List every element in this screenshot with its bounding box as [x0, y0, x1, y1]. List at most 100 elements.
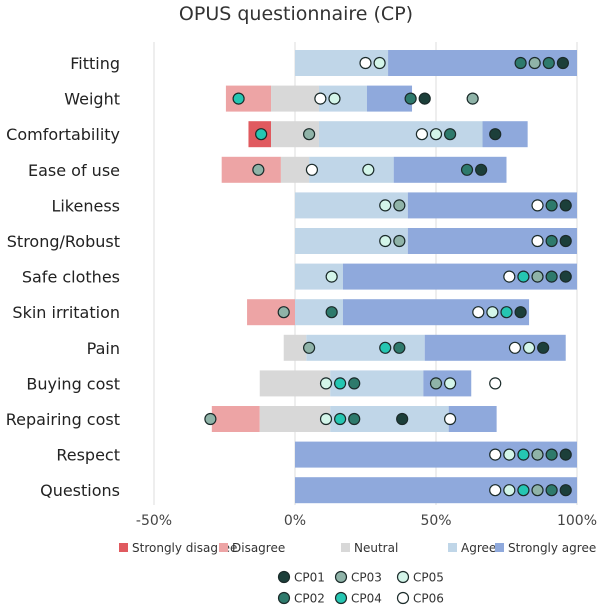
category-label: Safe clothes	[22, 268, 120, 287]
legend-label: Strongly agree	[508, 541, 596, 555]
bar-segment	[393, 156, 507, 183]
participant-marker	[393, 234, 406, 248]
participant-marker	[559, 448, 572, 461]
participant-marker	[444, 377, 457, 390]
participant-marker	[486, 306, 499, 319]
participant-marker	[531, 484, 544, 497]
participant-marker	[559, 234, 572, 248]
bar-segment	[221, 156, 281, 183]
participant-legend-label: CP03	[351, 571, 382, 585]
participant-marker	[325, 306, 338, 319]
category-label: Questions	[40, 481, 120, 500]
participant-marker	[444, 128, 457, 141]
participant-marker	[379, 199, 392, 212]
participant-marker	[418, 92, 431, 105]
participant-marker	[542, 56, 555, 70]
legend-swatch	[219, 543, 228, 552]
x-tick-label: 0%	[284, 513, 306, 529]
participant-marker	[460, 163, 474, 176]
x-tick-label: -50%	[136, 513, 172, 529]
participant-marker	[559, 484, 572, 497]
legend-label: Strongly disagree	[132, 541, 237, 555]
participant-marker	[531, 199, 544, 212]
participant-marker	[334, 377, 347, 390]
participant-marker	[489, 448, 502, 461]
participant-marker	[319, 377, 333, 390]
legend-swatch	[341, 543, 350, 552]
bar-segment	[306, 334, 425, 361]
category-label: Skin irritation	[12, 303, 120, 322]
bar-segment	[259, 406, 331, 432]
bar-segment	[295, 477, 577, 504]
participant-markers	[204, 56, 572, 497]
participant-marker	[517, 448, 530, 461]
participant-marker	[489, 128, 502, 141]
category-label: Respect	[56, 446, 120, 465]
participant-marker	[362, 163, 375, 176]
participant-marker	[489, 484, 502, 497]
participant-marker	[415, 128, 428, 141]
participant-legend-label: CP06	[413, 592, 444, 605]
bar-segment	[295, 441, 577, 468]
participant-marker	[556, 56, 570, 70]
participant-marker	[503, 448, 516, 461]
category-label: Fitting	[70, 54, 120, 73]
participant-marker	[255, 128, 268, 141]
bar-segment	[318, 121, 483, 148]
participant-legend-label: CP01	[294, 571, 325, 585]
participant-legend-marker	[396, 570, 410, 584]
participant-marker	[303, 341, 316, 354]
bar-segment	[309, 156, 394, 183]
participant-marker	[517, 270, 530, 283]
participant-marker	[393, 341, 406, 354]
bar-segment	[280, 156, 310, 183]
participant-marker	[500, 306, 513, 319]
participant-marker	[545, 484, 558, 497]
participant-marker	[508, 341, 522, 354]
participant-marker	[334, 412, 347, 426]
legend-label: Neutral	[354, 541, 398, 555]
participant-marker	[348, 412, 361, 426]
participant-marker	[545, 448, 558, 461]
category-label: Buying cost	[26, 374, 120, 393]
bar-segment	[271, 85, 319, 112]
participant-marker	[429, 377, 443, 390]
legend-label: Disagree	[232, 541, 285, 555]
legend-swatch	[119, 543, 128, 552]
bar-segment	[318, 85, 367, 112]
category-label: Weight	[64, 90, 120, 109]
bar-segment	[330, 406, 449, 432]
category-label: Repairing cost	[6, 410, 120, 429]
participant-marker	[379, 341, 392, 354]
participant-marker	[328, 92, 341, 105]
x-tick-label: 100%	[557, 513, 597, 529]
participant-marker	[517, 484, 530, 497]
participant-marker	[545, 199, 558, 212]
x-tick-label: 50%	[420, 513, 451, 529]
participant-marker	[444, 412, 457, 426]
participant-marker	[531, 448, 544, 461]
participant-legend-marker	[277, 591, 291, 605]
participant-legend-marker	[334, 591, 348, 605]
participant-marker	[472, 306, 485, 319]
bar-segment	[211, 406, 260, 432]
category-label: Ease of use	[28, 161, 120, 180]
participant-legend-label: CP02	[294, 592, 325, 605]
participant-marker	[545, 234, 558, 248]
chart-title: OPUS questionnaire (CP)	[179, 3, 413, 25]
participant-marker	[522, 341, 536, 354]
bar-segment	[259, 370, 331, 397]
participant-marker	[314, 92, 327, 105]
participant-legend-label: CP04	[351, 592, 382, 605]
participant-marker	[252, 163, 265, 176]
participant-legend-label: CP05	[413, 571, 444, 585]
participant-legend-marker	[277, 570, 291, 584]
participant-marker	[503, 270, 516, 283]
participant-marker	[396, 412, 409, 426]
participant-marker	[379, 234, 392, 248]
participant-marker	[559, 199, 572, 212]
participant-marker	[303, 128, 316, 141]
category-label: Comfortability	[6, 125, 120, 144]
